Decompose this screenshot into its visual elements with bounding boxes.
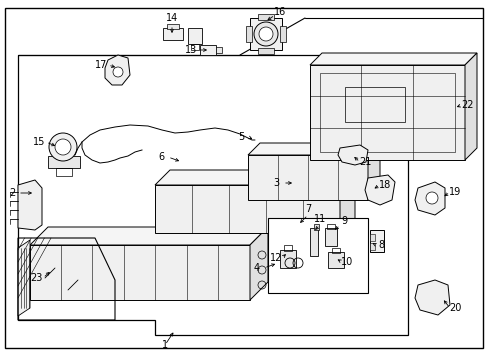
Bar: [370, 243, 375, 250]
Bar: [155, 185, 340, 233]
Bar: [258, 14, 274, 20]
Text: 6: 6: [158, 152, 164, 162]
Text: 13: 13: [185, 45, 197, 55]
Bar: [370, 230, 384, 252]
Bar: [328, 252, 344, 268]
Text: 14: 14: [166, 13, 178, 23]
Circle shape: [113, 67, 123, 77]
Text: 21: 21: [359, 157, 371, 167]
Bar: [56, 168, 72, 176]
Polygon shape: [415, 182, 445, 215]
Text: 11: 11: [314, 214, 326, 224]
Bar: [200, 45, 216, 55]
Polygon shape: [368, 143, 380, 200]
Bar: [370, 234, 375, 241]
Polygon shape: [338, 145, 368, 165]
Bar: [48, 156, 80, 168]
Text: 10: 10: [341, 257, 353, 267]
Bar: [250, 18, 282, 50]
Bar: [327, 224, 335, 229]
Bar: [191, 44, 199, 50]
Bar: [280, 26, 286, 42]
Bar: [167, 24, 179, 29]
Bar: [248, 155, 368, 200]
Text: 23: 23: [30, 273, 42, 283]
Circle shape: [254, 22, 278, 46]
Text: 9: 9: [341, 216, 347, 226]
Text: 17: 17: [95, 60, 107, 70]
Text: 12: 12: [270, 253, 282, 263]
Circle shape: [49, 133, 77, 161]
Bar: [320, 73, 455, 152]
Text: 5: 5: [238, 132, 244, 142]
Polygon shape: [30, 227, 268, 245]
Circle shape: [259, 27, 273, 41]
Polygon shape: [248, 143, 380, 155]
Bar: [188, 28, 202, 44]
Circle shape: [426, 192, 438, 204]
Bar: [332, 248, 340, 253]
Bar: [314, 224, 319, 230]
Polygon shape: [415, 280, 450, 315]
Bar: [258, 48, 274, 54]
Bar: [345, 87, 405, 122]
Polygon shape: [18, 180, 42, 230]
Text: 20: 20: [449, 303, 461, 313]
Bar: [216, 47, 222, 53]
Polygon shape: [105, 55, 130, 85]
Bar: [30, 245, 250, 300]
Polygon shape: [155, 170, 355, 185]
Bar: [310, 65, 465, 160]
Polygon shape: [365, 175, 395, 205]
Bar: [163, 28, 183, 40]
Text: 15: 15: [33, 137, 45, 147]
Bar: [280, 250, 296, 268]
Polygon shape: [340, 170, 355, 233]
Bar: [246, 26, 252, 42]
Bar: [310, 228, 318, 256]
Text: 19: 19: [449, 187, 461, 197]
Text: 22: 22: [461, 100, 473, 110]
Polygon shape: [18, 240, 30, 316]
Polygon shape: [250, 227, 268, 300]
Polygon shape: [465, 53, 477, 160]
Text: 3: 3: [273, 178, 279, 188]
Text: 7: 7: [305, 204, 311, 214]
Bar: [284, 245, 292, 251]
Polygon shape: [310, 53, 477, 65]
Text: 4: 4: [254, 263, 260, 273]
Bar: [325, 228, 337, 246]
Text: 2: 2: [9, 188, 15, 198]
Circle shape: [55, 139, 71, 155]
Text: 16: 16: [274, 7, 286, 17]
Text: 18: 18: [379, 180, 391, 190]
Bar: [268, 218, 368, 293]
Text: 8: 8: [378, 240, 384, 250]
Text: 1: 1: [162, 340, 168, 350]
